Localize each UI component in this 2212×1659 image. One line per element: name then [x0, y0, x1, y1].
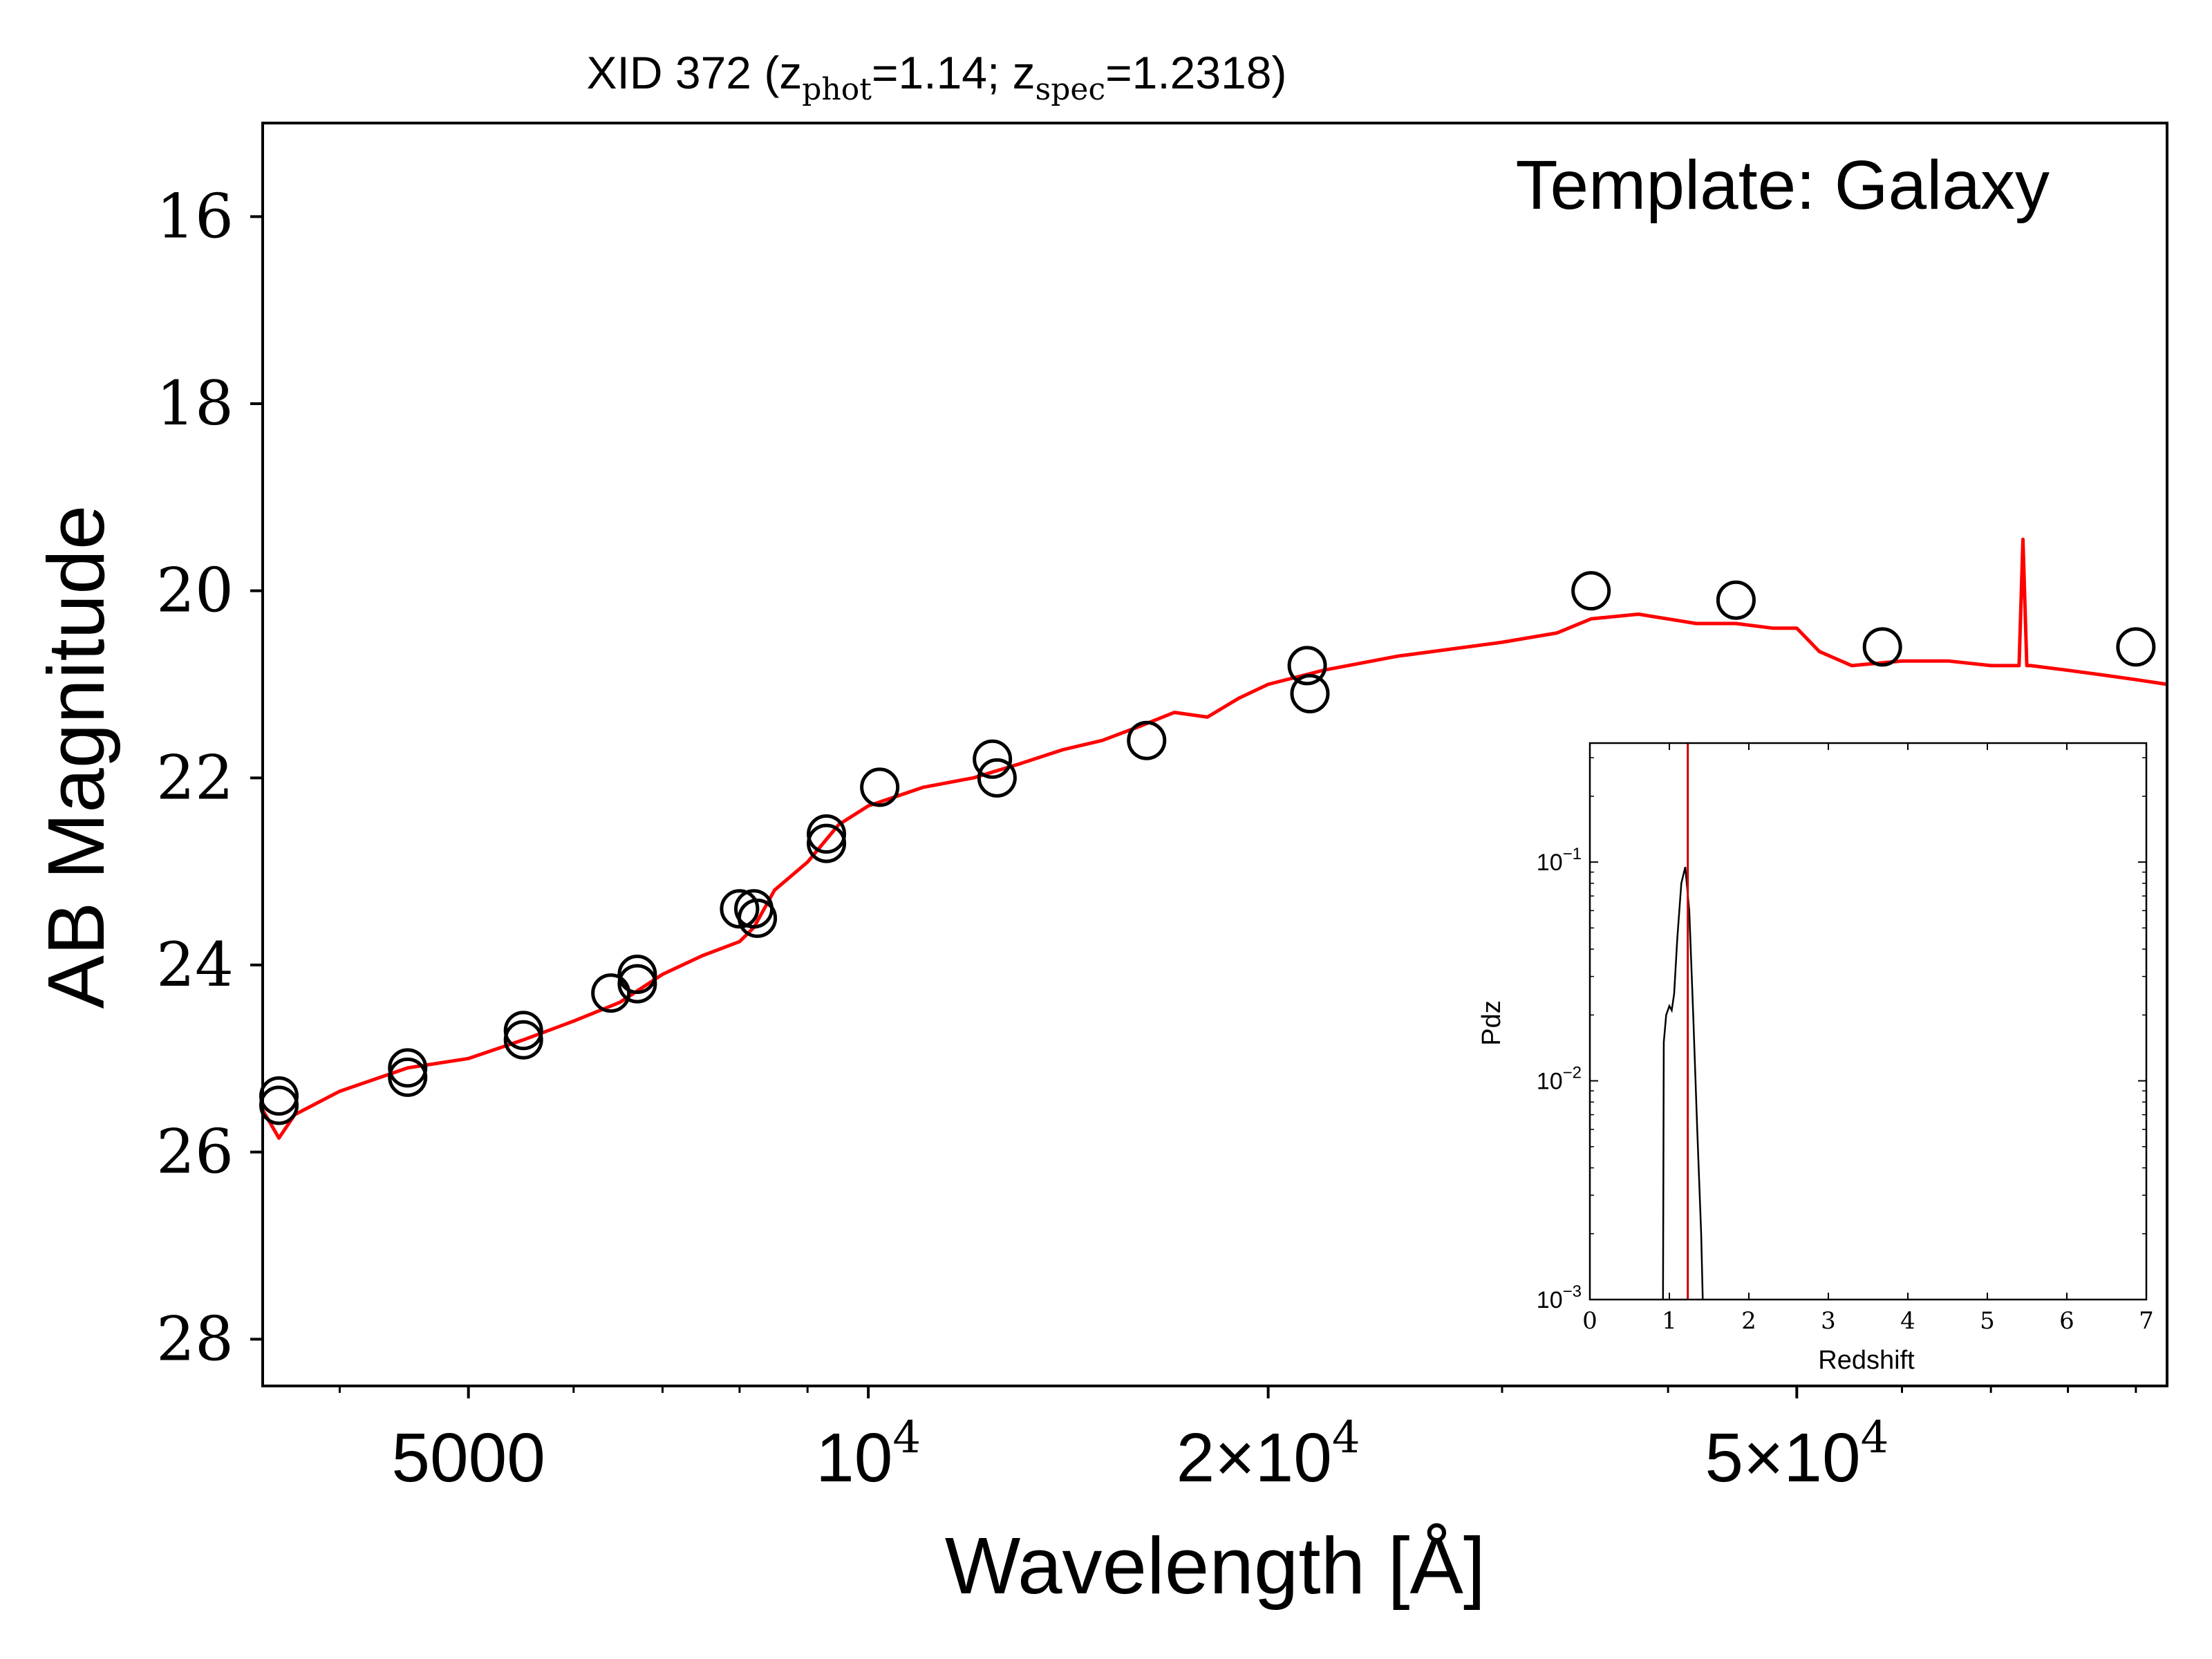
- photometry-point: [591, 973, 631, 1013]
- photometry-point: [973, 739, 1013, 779]
- photometry-point: [617, 955, 657, 995]
- y-axis-label: AB Magnitude: [31, 505, 121, 1009]
- photometry-point: [860, 767, 900, 807]
- inset-x-tick-label: 7: [2139, 1307, 2154, 1335]
- photometry-point: [503, 1020, 543, 1060]
- photometry-point: [1127, 720, 1167, 760]
- y-tick-label: 26: [156, 1116, 234, 1188]
- x-tick-label: 5000: [391, 1419, 545, 1497]
- photometry-point: [807, 823, 847, 863]
- photometry-point: [388, 1048, 428, 1088]
- y-tick-label: 20: [156, 555, 234, 626]
- photometry-point: [1290, 674, 1330, 714]
- inset-background: [1465, 733, 2157, 1382]
- inset-x-tick-label: 5: [1980, 1307, 1995, 1335]
- pdz-curve: [1662, 866, 1704, 1300]
- photometry-point: [1287, 646, 1327, 686]
- photometry-point: [2116, 627, 2156, 667]
- y-tick-label: 18: [156, 368, 234, 439]
- x-tick-label: 2×104: [1177, 1412, 1360, 1497]
- y-tick-label: 16: [156, 180, 234, 252]
- inset-x-tick-label: 2: [1741, 1307, 1756, 1335]
- x-axis-label: Wavelength [Å]: [945, 1521, 1485, 1611]
- inset-x-tick-label: 6: [2059, 1307, 2074, 1335]
- photometry-point: [259, 1085, 299, 1125]
- inset-y-tick-label: 10−2: [1537, 1064, 1582, 1095]
- photometry-point: [259, 1076, 299, 1116]
- inset-x-axis-label: Redshift: [1818, 1346, 1915, 1375]
- photometry-points: [259, 571, 2156, 1125]
- inset-x-tick-label: 4: [1900, 1307, 1915, 1335]
- photometry-point: [1571, 571, 1611, 611]
- y-tick-label: 24: [156, 929, 234, 1000]
- photometry-point: [388, 1057, 428, 1097]
- photometry-point: [977, 758, 1017, 798]
- inset-frame: [1588, 742, 2148, 1301]
- photometry-point: [1716, 580, 1756, 620]
- photometry-point: [503, 1011, 543, 1051]
- x-tick-label: 104: [816, 1412, 921, 1497]
- y-tick-label: 28: [156, 1303, 234, 1374]
- photometry-point: [617, 964, 657, 1004]
- inset-axis-ticks: 0 1 2 3 4 5 6 7 10−1 10−2 10−3: [1537, 743, 2154, 1335]
- inset-x-tick-label: 1: [1662, 1307, 1677, 1335]
- y-tick-label: 22: [156, 742, 234, 813]
- photometry-point: [720, 889, 760, 929]
- photometry-point: [1862, 627, 1902, 667]
- main-plot-frame: [261, 122, 2168, 1387]
- inset-y-axis-label: Pdz: [1477, 1000, 1506, 1045]
- inset-x-tick-label: 3: [1821, 1307, 1836, 1335]
- inset-x-tick-label: 0: [1582, 1307, 1597, 1335]
- inset-y-tick-label: 10−3: [1537, 1282, 1582, 1313]
- photometry-point: [807, 814, 847, 854]
- chart-title: XID 372 (zphot=1.14; zspec=1.2318): [587, 47, 1287, 107]
- photometry-point: [738, 898, 778, 938]
- main-plot: XID 372 (zphot=1.14; zspec=1.2318) 16182…: [31, 47, 2168, 1611]
- redshift-pdz-inset: 0 1 2 3 4 5 6 7 10−1 10−2 10−3 Redshift Pdz: [1465, 733, 2157, 1382]
- x-tick-label: 5×104: [1705, 1412, 1888, 1497]
- pdz-path: [1662, 866, 1704, 1300]
- template-annotation: Template: Galaxy: [1515, 147, 2050, 224]
- inset-y-tick-label: 10−1: [1537, 845, 1582, 876]
